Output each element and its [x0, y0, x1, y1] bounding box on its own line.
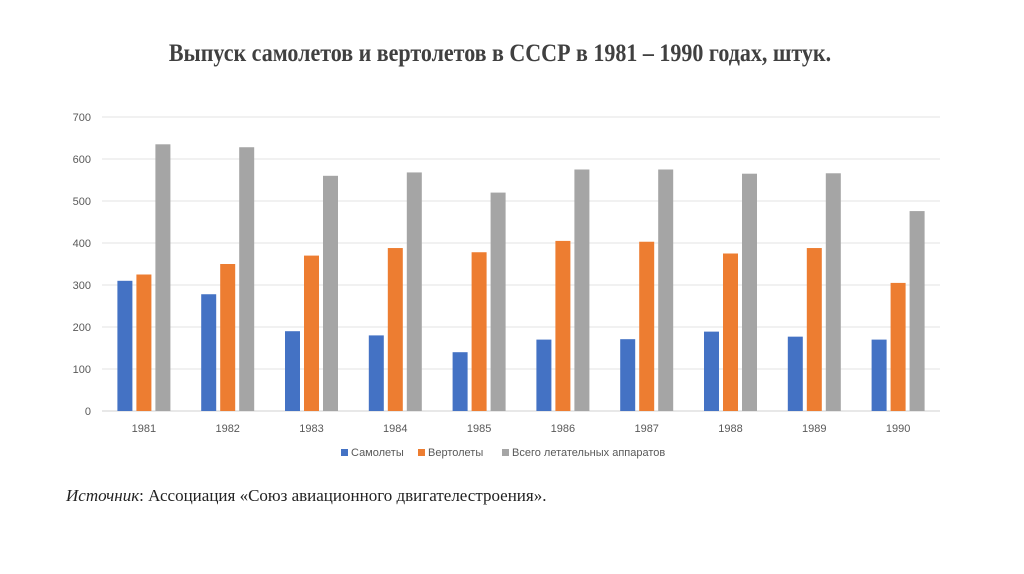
source-label: Источник — [66, 486, 140, 505]
x-tick-label: 1982 — [215, 423, 239, 435]
bar-3-1981 — [155, 144, 171, 412]
bar-2-1983 — [304, 255, 319, 411]
x-tick-label: 1983 — [299, 423, 323, 435]
bar-1-1989 — [787, 336, 803, 411]
x-tick-label: 1988 — [718, 423, 742, 435]
x-tick-label: 1986 — [551, 423, 575, 435]
y-tick-label: 600 — [73, 154, 91, 166]
source-text: : Ассоциация «Союз авиационного двигател… — [139, 486, 547, 505]
bar-1-1984 — [368, 335, 384, 411]
x-tick-label: 1984 — [383, 423, 407, 435]
bar-1-1985 — [452, 352, 468, 411]
y-tick-label: 0 — [85, 406, 91, 418]
bar-1-1981 — [117, 280, 133, 411]
bar-3-1986 — [574, 169, 590, 411]
chart-title: Выпуск самолетов и вертолетов в СССР в 1… — [168, 40, 832, 67]
bar-3-1990 — [909, 211, 925, 411]
bar-2-1986 — [555, 240, 571, 411]
bar-2-1982 — [220, 264, 236, 411]
x-tick-label: 1987 — [634, 423, 658, 435]
y-tick-label: 100 — [73, 364, 91, 376]
y-tick-label: 400 — [73, 238, 91, 250]
bar-3-1984 — [406, 172, 422, 411]
bar-2-1984 — [387, 248, 403, 411]
bar-1-1982 — [201, 294, 217, 411]
bar-2-1990 — [890, 282, 906, 411]
y-tick-label: 300 — [73, 280, 91, 292]
legend-label: Вертолеты — [428, 447, 483, 459]
bar-1-1986 — [536, 339, 552, 411]
x-tick-label: 1989 — [802, 423, 826, 435]
bar-3-1988 — [742, 173, 757, 411]
x-tick-label: 1985 — [467, 423, 491, 435]
y-tick-label: 500 — [73, 196, 91, 208]
legend-swatch — [341, 449, 348, 456]
x-tick-label: 1990 — [886, 423, 910, 435]
y-tick-label: 700 — [73, 112, 91, 124]
legend-label: Всего летательных аппаратов — [512, 447, 665, 459]
bar-3-1987 — [658, 169, 674, 411]
y-tick-label: 200 — [73, 322, 91, 334]
bar-2-1989 — [806, 248, 822, 411]
bar-3-1985 — [490, 192, 506, 411]
bar-1-1988 — [704, 331, 719, 411]
legend-label: Самолеты — [351, 447, 404, 459]
legend-swatch — [418, 449, 425, 456]
bar-1-1987 — [620, 339, 636, 411]
source-note: Источник: Ассоциация «Союз авиационного … — [66, 486, 546, 506]
x-tick-label: 1981 — [132, 423, 156, 435]
bar-2-1985 — [471, 252, 487, 411]
bar-2-1987 — [639, 241, 655, 411]
bar-2-1988 — [723, 253, 738, 411]
bar-3-1989 — [825, 173, 841, 411]
bar-2-1981 — [136, 274, 152, 411]
legend-swatch — [502, 449, 509, 456]
bar-3-1982 — [239, 147, 255, 412]
bar-3-1983 — [323, 175, 338, 411]
bar-1-1983 — [285, 331, 300, 411]
bar-1-1990 — [871, 339, 887, 411]
